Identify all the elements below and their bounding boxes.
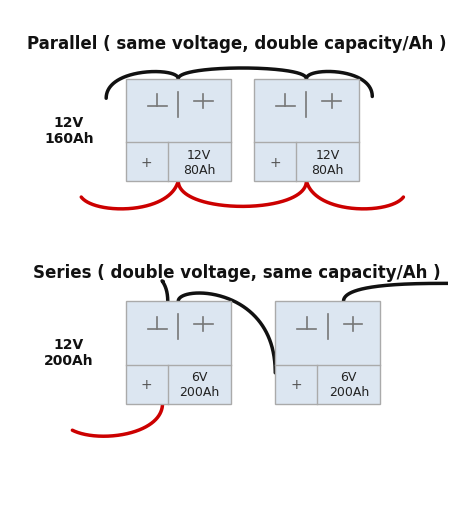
Text: +: + <box>291 377 302 391</box>
Text: +: + <box>141 155 153 169</box>
Text: 12V
200Ah: 12V 200Ah <box>44 337 93 367</box>
Bar <box>254 79 359 182</box>
Text: 12V
80Ah: 12V 80Ah <box>183 148 216 176</box>
Text: 6V
200Ah: 6V 200Ah <box>179 371 219 398</box>
Bar <box>126 79 231 182</box>
Text: 12V
80Ah: 12V 80Ah <box>311 148 344 176</box>
Text: Parallel ( same voltage, double capacity/Ah ): Parallel ( same voltage, double capacity… <box>27 35 447 53</box>
Text: +: + <box>141 377 153 391</box>
Text: 6V
200Ah: 6V 200Ah <box>328 371 369 398</box>
Text: 12V
160Ah: 12V 160Ah <box>44 116 93 146</box>
Text: Series ( double voltage, same capacity/Ah ): Series ( double voltage, same capacity/A… <box>33 263 441 281</box>
Text: +: + <box>269 155 281 169</box>
Bar <box>126 301 231 404</box>
Bar <box>275 301 380 404</box>
